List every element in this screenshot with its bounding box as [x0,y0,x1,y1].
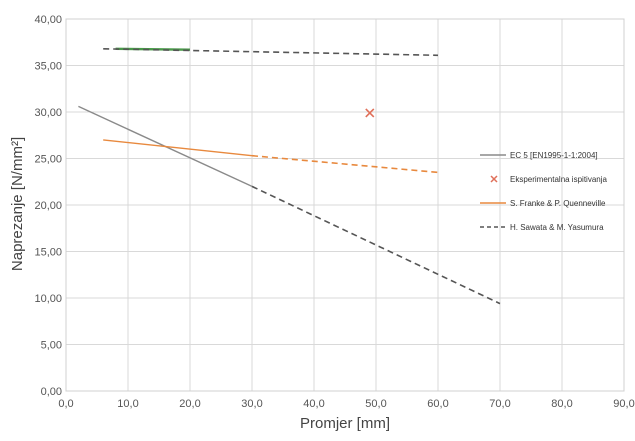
y-tick-label: 10,00 [34,293,62,305]
series-line-dashed [251,185,501,305]
x-tick-label: 50,0 [365,398,386,410]
data-point-marker [365,108,375,118]
x-axis-title: Promjer [mm] [300,415,390,432]
series-3 [103,139,439,174]
series-layer [78,47,501,305]
legend-label: H. Sawata & M. Yasumura [510,223,604,232]
legend-label: S. Franke & P. Quenneville [510,199,606,208]
y-tick-label: 30,00 [34,107,62,119]
y-tick-label: 5,00 [41,340,62,352]
legend-item: S. Franke & P. Quenneville [480,199,606,208]
tick-labels: 0,00 5,00 10,00 15,00 20,00 25,00 30,00 35,00 40… [34,14,634,410]
series-line-solid [103,139,253,157]
legend-label: EC 5 [EN1995-1-1:2004] [510,151,598,160]
legend-item: Eksperimentalna ispitivanja [490,175,607,184]
x-tick-label: 40,0 [303,398,324,410]
legend-swatch [490,175,498,183]
y-tick-label: 35,00 [34,61,62,73]
legend-item: H. Sawata & M. Yasumura [480,223,604,232]
legend-label: Eksperimentalna ispitivanja [510,175,607,184]
series-2 [365,108,375,118]
series-4 [103,47,439,57]
plot-frame [65,18,625,392]
series-line-dashed [103,48,439,57]
x-tick-label: 10,0 [117,398,138,410]
x-tick-label: 60,0 [427,398,448,410]
x-tick-label: 0,0 [58,398,73,410]
y-axis-title: Naprezanje [N/mm²] [9,137,26,271]
y-tick-label: 20,00 [34,200,62,212]
y-tick-label: 0,00 [41,386,62,398]
legend-item: EC 5 [EN1995-1-1:2004] [480,151,598,160]
x-tick-label: 20,0 [179,398,200,410]
y-tick-label: 40,00 [34,14,62,26]
grid [65,18,625,392]
x-tick-label: 80,0 [551,398,572,410]
x-tick-label: 30,0 [241,398,262,410]
x-tick-label: 70,0 [489,398,510,410]
series-line-dashed [251,154,439,174]
y-tick-label: 25,00 [34,154,62,166]
legend: EC 5 [EN1995-1-1:2004] Eksperimentalna is… [480,151,607,232]
x-tick-label: 90,0 [613,398,634,410]
y-tick-label: 15,00 [34,247,62,259]
